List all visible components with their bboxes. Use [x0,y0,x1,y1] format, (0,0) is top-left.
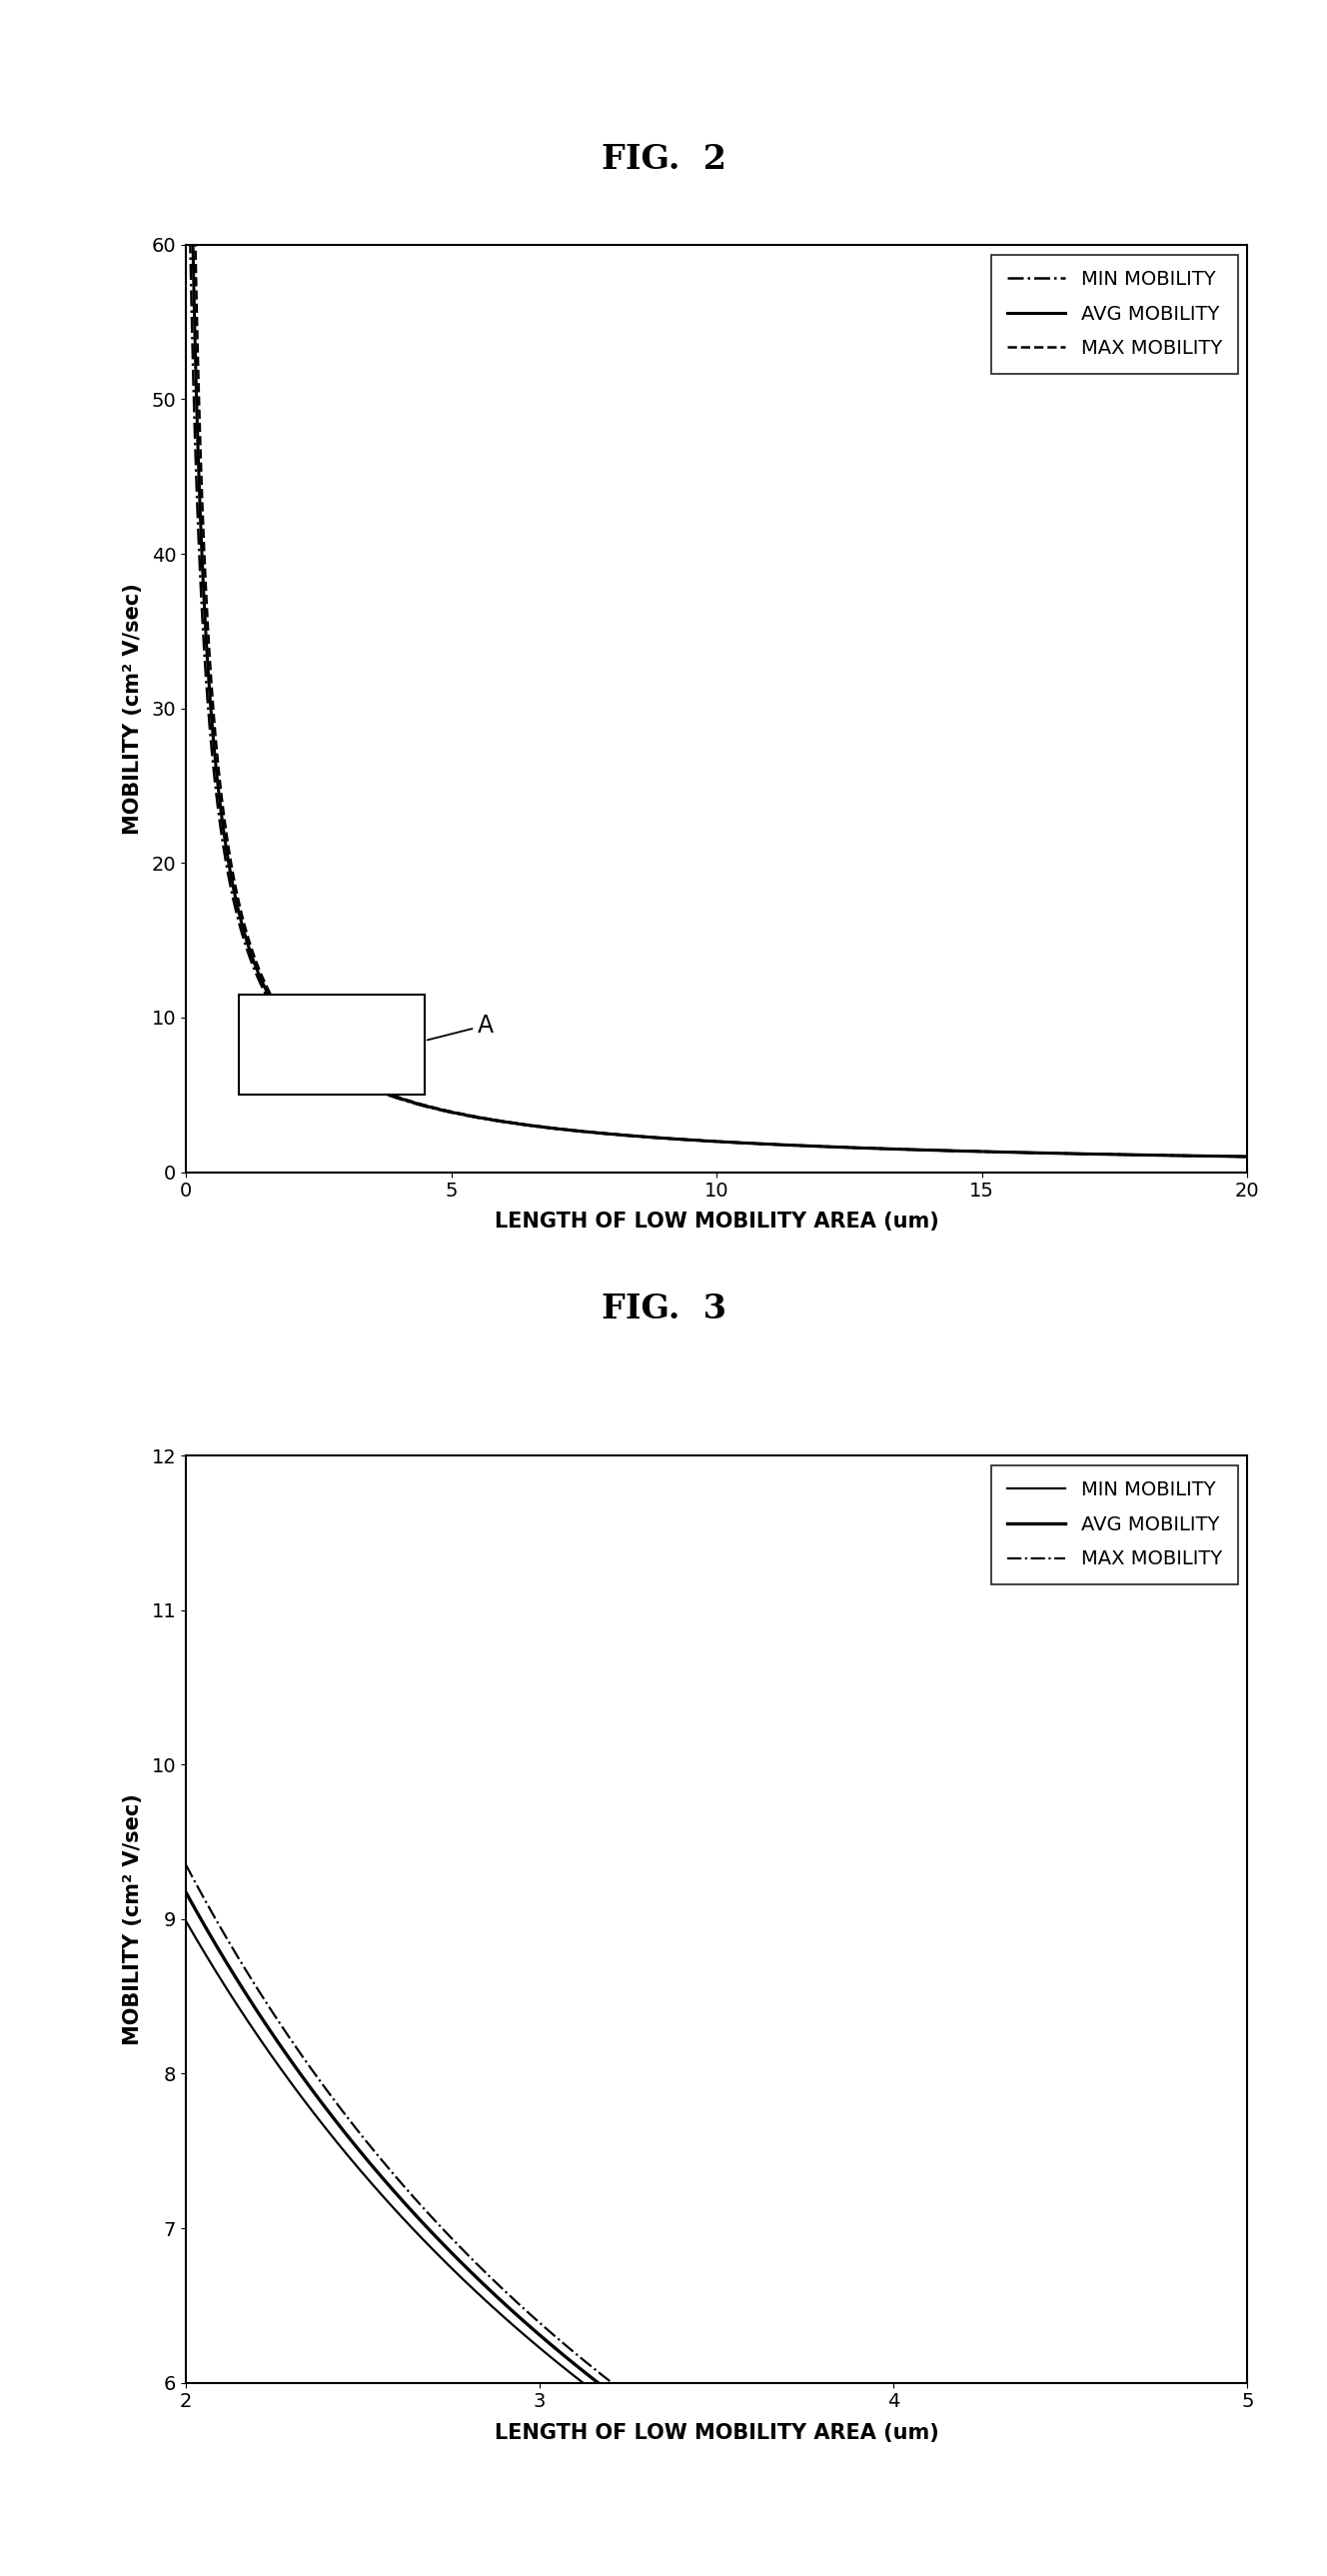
MIN MOBILITY [630,1121,646,1151]
AVG MOBILITY [1239,1141,1255,1172]
MIN MOBILITY [630,2409,646,2439]
AVG MOBILITY [362,1072,378,1103]
AVG MOBILITY [299,2069,314,2099]
MAX MOBILITY [362,2130,378,2161]
MIN MOBILITY [178,1906,194,1937]
Line: MIN MOBILITY: MIN MOBILITY [186,0,1247,1157]
Line: MAX MOBILITY: MAX MOBILITY [186,0,1247,1157]
MIN MOBILITY [362,2166,378,2197]
MAX MOBILITY [1239,1141,1255,1172]
Text: FIG.  3: FIG. 3 [601,1293,726,1324]
X-axis label: LENGTH OF LOW MOBILITY AREA (um): LENGTH OF LOW MOBILITY AREA (um) [495,1211,938,1231]
MIN MOBILITY [1104,1139,1120,1170]
AVG MOBILITY [299,1030,314,1061]
AVG MOBILITY [630,1121,646,1151]
MAX MOBILITY [585,2352,601,2383]
MAX MOBILITY [1104,1139,1120,1170]
MAX MOBILITY [630,1121,646,1151]
MIN MOBILITY [1218,1141,1234,1172]
MIN MOBILITY [585,1118,601,1149]
Legend: MIN MOBILITY, AVG MOBILITY, MAX MOBILITY: MIN MOBILITY, AVG MOBILITY, MAX MOBILITY [991,255,1238,374]
MAX MOBILITY [178,1850,194,1880]
Text: FIG.  2: FIG. 2 [601,144,726,175]
AVG MOBILITY [1218,1141,1234,1172]
AVG MOBILITY [585,1118,601,1149]
Line: MAX MOBILITY: MAX MOBILITY [186,1865,1247,2576]
Y-axis label: MOBILITY (cm² V/sec): MOBILITY (cm² V/sec) [123,582,143,835]
MIN MOBILITY [299,1033,314,1064]
AVG MOBILITY [362,2148,378,2179]
AVG MOBILITY [1104,1139,1120,1170]
MAX MOBILITY [1218,1141,1234,1172]
MIN MOBILITY [585,2375,601,2406]
AVG MOBILITY [178,1878,194,1909]
MAX MOBILITY [585,1118,601,1149]
Y-axis label: MOBILITY (cm² V/sec): MOBILITY (cm² V/sec) [123,1793,143,2045]
X-axis label: LENGTH OF LOW MOBILITY AREA (um): LENGTH OF LOW MOBILITY AREA (um) [495,2421,938,2442]
Text: A: A [427,1012,494,1041]
MIN MOBILITY [299,2089,314,2120]
MIN MOBILITY [362,1072,378,1103]
MAX MOBILITY [630,2388,646,2419]
Bar [239,994,425,1095]
Legend: MIN MOBILITY, AVG MOBILITY, MAX MOBILITY: MIN MOBILITY, AVG MOBILITY, MAX MOBILITY [991,1466,1238,1584]
AVG MOBILITY [585,2362,601,2393]
AVG MOBILITY [630,2398,646,2429]
MAX MOBILITY [299,1028,314,1059]
Line: AVG MOBILITY: AVG MOBILITY [186,0,1247,1157]
MAX MOBILITY [362,1072,378,1103]
Line: AVG MOBILITY: AVG MOBILITY [186,1893,1247,2576]
Line: MIN MOBILITY: MIN MOBILITY [186,1922,1247,2576]
MAX MOBILITY [299,2048,314,2079]
MIN MOBILITY [1239,1141,1255,1172]
